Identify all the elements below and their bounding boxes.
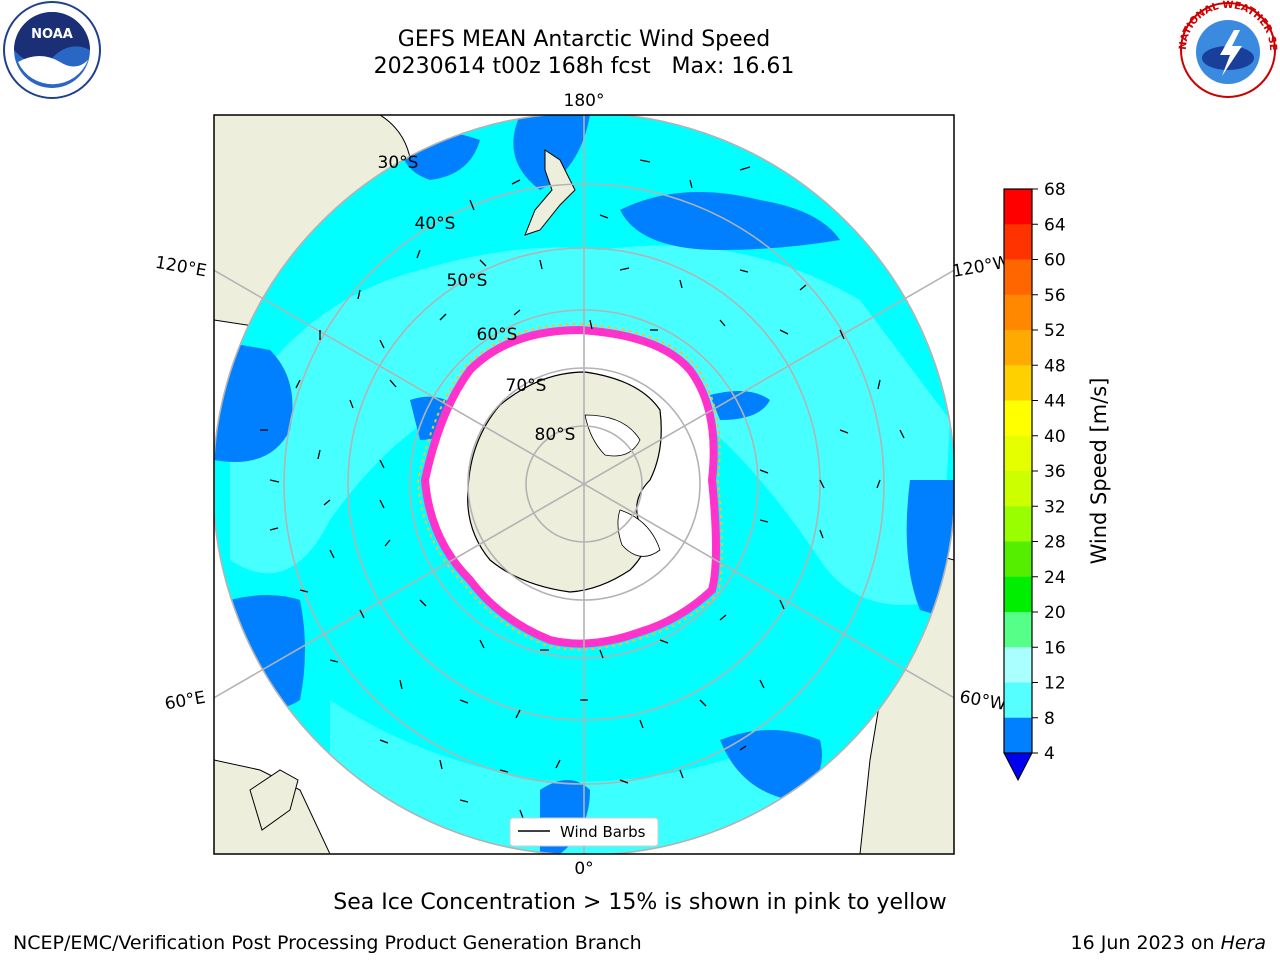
colorbar-segment [1004,435,1032,472]
colorbar-tick-label: 52 [1044,321,1066,341]
lon-label-120w: 120°W [951,252,1012,282]
colorbar-tick-label: 40 [1044,427,1066,447]
wind-band-light [230,245,950,606]
sea-ice-edge-outer [416,322,723,651]
lat-label-60s: 60°S [477,325,518,345]
colorbar-segment [1004,647,1032,683]
colorbar-tick-label: 56 [1044,286,1066,306]
colorbar-label: Wind Speed [m/s] [1087,378,1111,565]
colorbar-tick-label: 32 [1044,497,1066,517]
colorbar-segment [1004,717,1032,754]
colorbar-tick-label: 16 [1044,638,1066,658]
colorbar-tick-label: 68 [1044,180,1066,200]
colorbar-segment [1004,400,1032,437]
map-frame [213,114,955,855]
map-legend: Wind Barbs [509,817,659,847]
low-wind-patch [720,730,822,800]
wind-band-light-2 [330,700,800,854]
low-wind-patch [513,115,590,190]
footer-date: 16 Jun 2023 on [1070,932,1221,954]
lat-label-50s: 50°S [447,271,488,291]
lat-label-70s: 70°S [506,376,547,396]
lon-label-60w: 60°W [958,687,1008,715]
colorbar-tick-label: 36 [1044,462,1066,482]
lat-label-30s: 30°S [378,153,419,173]
colorbar-tick-label: 28 [1044,533,1066,553]
low-wind-patch [620,192,840,250]
colorbar-tick-label: 64 [1044,215,1066,235]
colorbar-tick-label: 24 [1044,568,1066,588]
colorbar-tick-label: 20 [1044,603,1066,623]
lon-label-60e: 60°E [163,688,207,715]
footer-left: NCEP/EMC/Verification Post Processing Pr… [13,932,642,954]
lat-label-40s: 40°S [415,214,456,234]
lon-label-120e: 120°E [154,253,208,282]
footer-host: Hera [1220,932,1266,954]
colorbar-tick-label: 4 [1044,744,1055,764]
ice-shelf [584,414,641,457]
wind-barbs [260,159,905,819]
legend-label: Wind Barbs [560,823,646,841]
colorbar-segment [1004,612,1032,648]
colorbar-segment [1004,259,1032,296]
colorbar-segment [1004,471,1032,507]
chart-subtitle: 20230614 t00z 168h fcst Max: 16.61 [373,54,795,79]
noaa-logo: NOAA [3,1,101,99]
sea-ice-caption: Sea Ice Concentration > 15% is shown in … [333,890,947,915]
lon-label-0: 0° [574,859,593,879]
colorbar: 68 64 60 56 52 48 44 40 36 32 28 24 20 16 12 8 4 Wind Sp… [1003,180,1111,782]
madagascar-land [249,769,299,831]
colorbar-segment [1004,541,1032,578]
colorbar-tick-label: 60 [1044,251,1066,271]
colorbar-segment [1004,294,1032,331]
colorbar-tick-label: 12 [1044,674,1066,694]
colorbar-segment [1004,506,1032,542]
lat-label-80s: 80°S [535,425,576,445]
colorbar-tick-label: 48 [1044,356,1066,376]
noaa-logo-text: NOAA [31,27,73,42]
colorbar-under-triangle [1003,752,1033,782]
low-wind-patch [214,340,293,462]
lon-label-180: 180° [564,91,605,111]
nws-logo: NATIONAL WEATHER SERVICE [1176,0,1278,98]
colorbar-segment [1004,189,1032,225]
colorbar-segment [1004,365,1032,401]
colorbar-segment [1004,224,1032,260]
colorbar-tick-label: 8 [1044,709,1055,729]
footer-right: 16 Jun 2023 on Hera [1071,932,1266,954]
chart-title: GEFS MEAN Antarctic Wind Speed [397,27,771,52]
new-zealand-land [524,149,576,236]
colorbar-segment [1004,682,1032,719]
colorbar-segment [1004,576,1032,613]
colorbar-segment [1004,330,1032,366]
colorbar-tick-label: 44 [1044,392,1066,412]
